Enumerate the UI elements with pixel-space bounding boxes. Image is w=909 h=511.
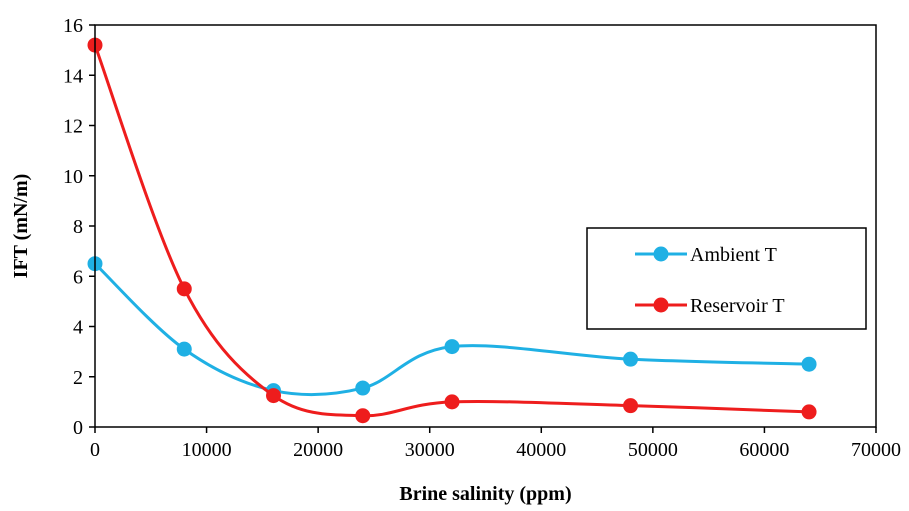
data-point-ambient-t [355,380,371,396]
y-tick-label: 6 [73,266,83,288]
x-tick-label: 10000 [182,439,232,461]
data-point-ambient-t [176,341,192,357]
legend: Ambient T Reservoir T [586,227,867,330]
legend-marker-reservoir [653,297,669,313]
y-tick-label: 4 [73,317,83,339]
x-axis-title: Brine salinity (ppm) [399,483,571,505]
x-tick-label: 40000 [516,439,566,461]
data-point-ambient-t [801,356,817,372]
data-point-reservoir-t [355,408,371,424]
legend-box [586,227,867,330]
y-tick-label: 10 [63,166,83,188]
x-tick-label: 20000 [293,439,343,461]
data-point-reservoir-t [266,388,282,404]
data-point-reservoir-t [801,404,817,420]
x-tick-label: 50000 [628,439,678,461]
y-axis-ticks: 0 2 4 6 8 10 12 14 16 [63,15,95,439]
y-tick-label: 8 [73,216,83,238]
data-point-ambient-t [444,339,460,355]
data-point-reservoir-t [176,281,192,297]
x-tick-label: 70000 [851,439,901,461]
x-tick-label: 0 [90,439,100,461]
x-tick-label: 60000 [739,439,789,461]
data-point-ambient-t [623,351,639,367]
legend-label-ambient: Ambient T [690,244,777,266]
data-point-reservoir-t [444,394,460,410]
x-tick-label: 30000 [405,439,455,461]
legend-marker-ambient [653,246,669,262]
legend-label-reservoir: Reservoir T [690,295,785,317]
y-axis-title: IFT (mN/m) [10,174,32,279]
y-tick-label: 12 [63,116,83,138]
y-tick-label: 0 [73,417,83,439]
x-axis-ticks: 0 10000 20000 30000 40000 50000 60000 70000 [90,427,901,461]
data-point-reservoir-t [623,398,639,414]
y-tick-label: 14 [63,65,83,87]
y-tick-label: 2 [73,367,83,389]
y-tick-label: 16 [63,15,83,37]
